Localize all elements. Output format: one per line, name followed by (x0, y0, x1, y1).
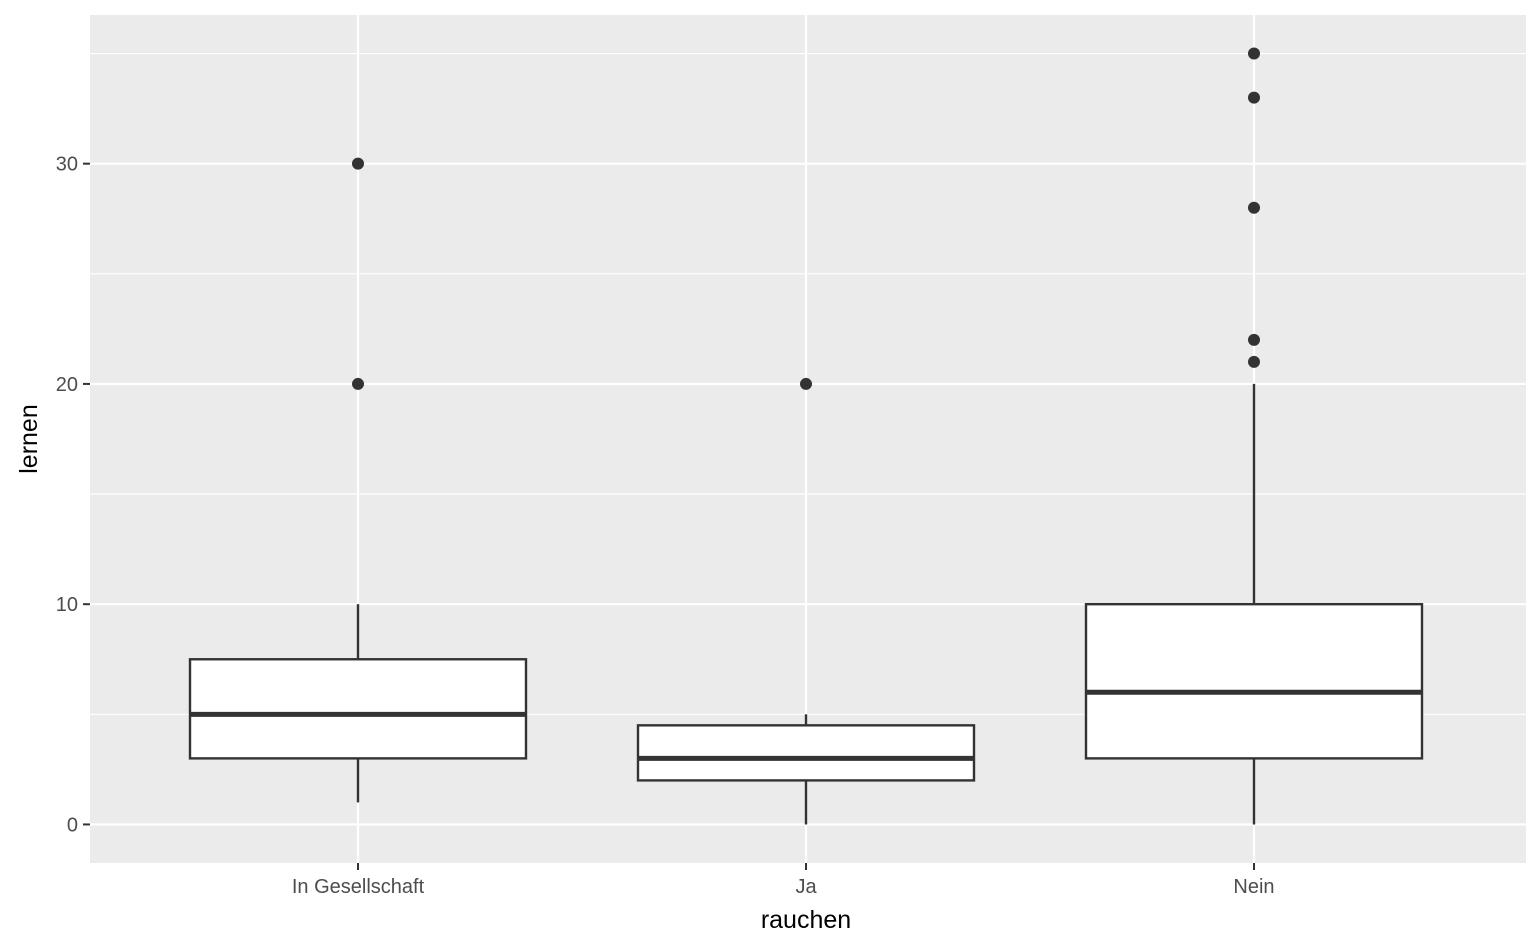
x-axis-title: rauchen (761, 906, 851, 934)
outlier-point (800, 377, 812, 390)
outlier-point (1248, 47, 1260, 60)
box-iqr (636, 724, 976, 782)
box-iqr (1084, 602, 1424, 760)
y-tick-label: 30 (56, 154, 78, 176)
x-tick-label: Ja (795, 876, 817, 898)
box-ja (636, 377, 976, 825)
y-axis-title: lernen (15, 404, 43, 474)
y-tick-label: 10 (56, 594, 78, 616)
outlier-point (1248, 201, 1260, 214)
outlier-point (352, 157, 364, 170)
outlier-point (352, 377, 364, 390)
outlier-point (1248, 333, 1260, 346)
outlier-point (1248, 91, 1260, 104)
x-tick-label: Nein (1233, 876, 1274, 898)
box-in-gesellschaft (188, 157, 528, 803)
x-axis: In Gesellschaft Ja Nein (292, 863, 1275, 898)
box-series (188, 47, 1424, 825)
y-tick-label: 20 (56, 374, 78, 396)
y-axis: 0 10 20 30 (56, 154, 90, 836)
y-tick-label: 0 (67, 814, 78, 836)
x-tick-label: In Gesellschaft (292, 876, 425, 898)
box-iqr (188, 658, 528, 760)
outlier-point (1248, 355, 1260, 368)
box-nein (1084, 47, 1424, 825)
